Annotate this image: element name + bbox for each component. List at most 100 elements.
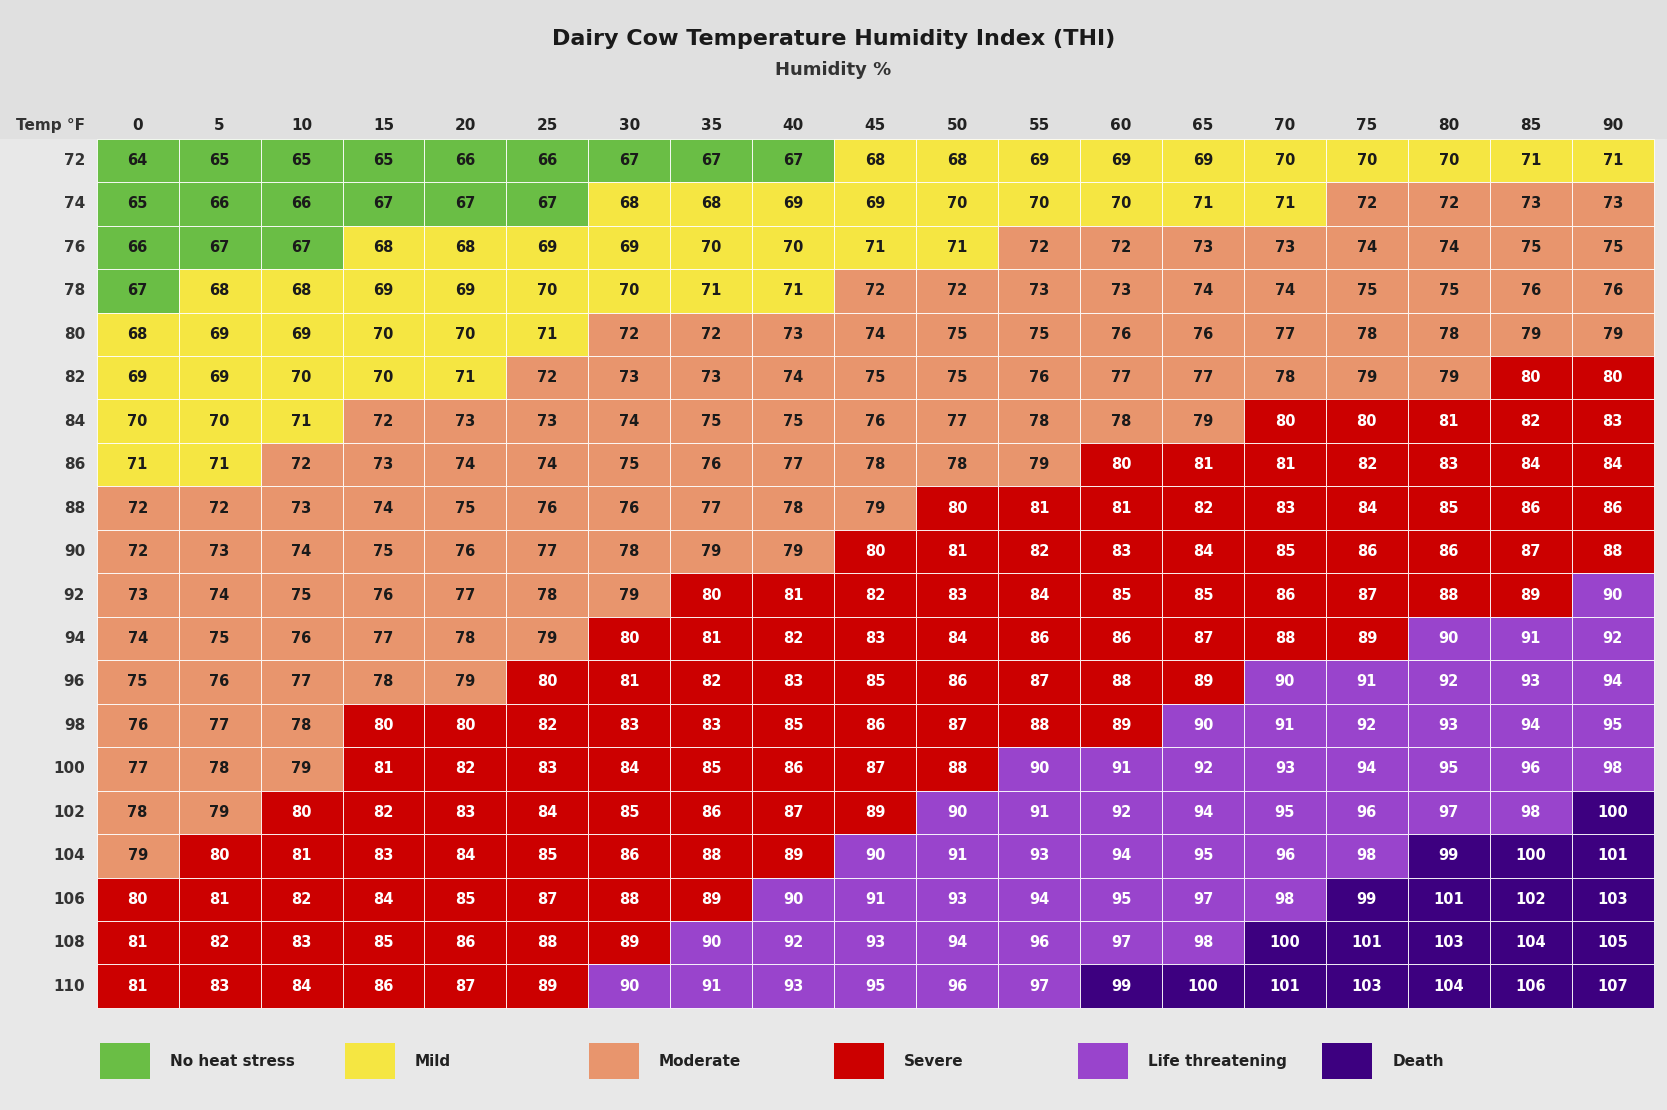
Text: 78: 78 [455, 630, 475, 646]
Bar [670, 313, 752, 356]
Text: 75: 75 [1439, 283, 1459, 299]
Bar [1162, 269, 1244, 313]
Bar [1162, 747, 1244, 790]
Text: 77: 77 [947, 414, 967, 428]
Text: 74: 74 [455, 457, 475, 472]
Text: No heat stress: No heat stress [170, 1053, 295, 1069]
Bar [588, 182, 670, 225]
Bar [834, 139, 917, 182]
Bar [917, 790, 999, 834]
Text: 86: 86 [1029, 630, 1049, 646]
Bar [260, 573, 342, 617]
Bar [1409, 269, 1490, 313]
Bar [342, 313, 425, 356]
Bar [97, 573, 178, 617]
Bar [345, 1043, 395, 1079]
Text: 98: 98 [1357, 848, 1377, 864]
Text: 76: 76 [455, 544, 475, 559]
Bar [834, 443, 917, 486]
Text: 85: 85 [455, 891, 475, 907]
Bar [670, 921, 752, 965]
Bar [999, 834, 1080, 878]
Bar [342, 443, 425, 486]
Text: 71: 71 [947, 240, 967, 255]
Text: 75: 75 [783, 414, 803, 428]
Bar [1162, 443, 1244, 486]
Bar [1080, 878, 1162, 921]
Bar [1409, 356, 1490, 400]
Text: 83: 83 [1110, 544, 1132, 559]
Text: 70: 70 [1439, 153, 1459, 168]
Text: 69: 69 [455, 283, 475, 299]
Text: 93: 93 [783, 979, 803, 993]
Bar [917, 400, 999, 443]
Text: 80: 80 [1439, 118, 1459, 133]
Text: 84: 84 [1029, 587, 1049, 603]
Text: 68: 68 [210, 283, 230, 299]
Bar [999, 182, 1080, 225]
Bar [1244, 139, 1325, 182]
Text: 71: 71 [1275, 196, 1295, 211]
Bar [834, 313, 917, 356]
Text: 81: 81 [1110, 501, 1132, 516]
Text: 80: 80 [1520, 371, 1540, 385]
Text: 94: 94 [1194, 805, 1214, 820]
Text: 91: 91 [702, 979, 722, 993]
Bar [1325, 225, 1409, 269]
Text: 84: 84 [292, 979, 312, 993]
Bar [752, 878, 834, 921]
Text: 72: 72 [210, 501, 230, 516]
Text: 89: 89 [865, 805, 885, 820]
Text: 71: 71 [1520, 153, 1540, 168]
Bar [97, 529, 178, 573]
Text: 86: 86 [455, 936, 475, 950]
Text: 20: 20 [455, 118, 477, 133]
Bar [1572, 182, 1654, 225]
Bar [507, 269, 588, 313]
Bar [425, 182, 507, 225]
Text: 76: 76 [1602, 283, 1622, 299]
Text: 85: 85 [865, 675, 885, 689]
Bar [670, 400, 752, 443]
Bar [1162, 356, 1244, 400]
Bar [917, 617, 999, 660]
Text: 85: 85 [537, 848, 558, 864]
Text: 68: 68 [865, 153, 885, 168]
Text: 80: 80 [537, 675, 558, 689]
Text: 90: 90 [1275, 675, 1295, 689]
Bar [670, 790, 752, 834]
Bar [670, 834, 752, 878]
Text: 69: 69 [618, 240, 640, 255]
Bar [1080, 965, 1162, 1008]
Text: 96: 96 [947, 979, 967, 993]
Bar [1080, 529, 1162, 573]
Bar [1572, 747, 1654, 790]
Text: 75: 75 [373, 544, 393, 559]
Text: 99: 99 [1110, 979, 1132, 993]
Bar [425, 921, 507, 965]
Text: 89: 89 [618, 936, 640, 950]
Bar [1244, 486, 1325, 529]
Text: 80: 80 [63, 326, 85, 342]
Bar [507, 747, 588, 790]
Bar [507, 790, 588, 834]
Bar [999, 965, 1080, 1008]
Text: 78: 78 [1110, 414, 1132, 428]
Text: 70: 70 [127, 414, 148, 428]
Text: 75: 75 [1602, 240, 1624, 255]
Bar [752, 269, 834, 313]
Bar [507, 182, 588, 225]
Text: 25: 25 [537, 118, 558, 133]
Bar [1490, 660, 1572, 704]
Text: 89: 89 [1357, 630, 1377, 646]
Text: 76: 76 [865, 414, 885, 428]
Bar [1325, 790, 1409, 834]
Text: 72: 72 [292, 457, 312, 472]
Text: 69: 69 [783, 196, 803, 211]
Bar [507, 573, 588, 617]
Text: 85: 85 [783, 718, 803, 733]
Text: 90: 90 [1602, 118, 1624, 133]
Bar [1490, 878, 1572, 921]
Text: 82: 82 [292, 891, 312, 907]
Text: 82: 82 [865, 587, 885, 603]
